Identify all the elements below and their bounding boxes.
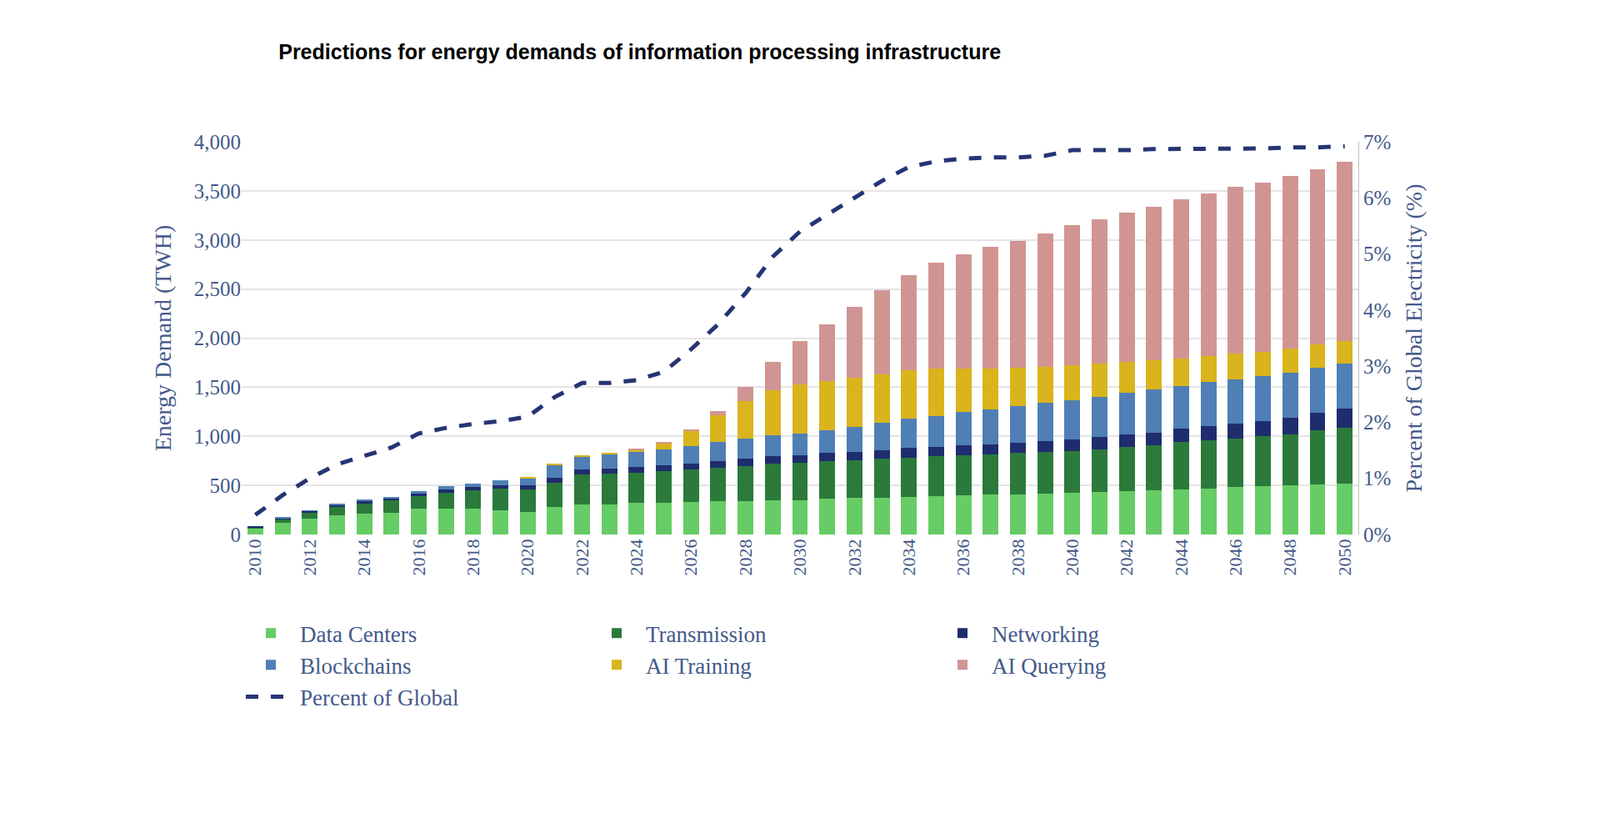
svg-text:0%: 0%	[1363, 523, 1391, 546]
svg-text:2026: 2026	[680, 538, 701, 575]
svg-text:2042: 2042	[1115, 538, 1137, 575]
svg-text:2016: 2016	[408, 538, 430, 575]
svg-text:2022: 2022	[571, 538, 593, 575]
svg-text:500: 500	[210, 474, 242, 497]
svg-text:Percent of Global: Percent of Global	[300, 685, 459, 710]
svg-text:2040: 2040	[1061, 538, 1083, 575]
svg-text:Blockchains: Blockchains	[300, 653, 411, 679]
svg-text:1%: 1%	[1363, 466, 1391, 490]
svg-text:2048: 2048	[1279, 538, 1300, 575]
svg-text:2046: 2046	[1225, 538, 1246, 575]
svg-text:Networking: Networking	[991, 621, 1100, 647]
svg-text:AI Querying: AI Querying	[991, 653, 1106, 679]
svg-text:2036: 2036	[952, 538, 974, 575]
svg-text:Percent of Global Electricity: Percent of Global Electricity (%)	[1400, 183, 1427, 492]
svg-text:AI Training: AI Training	[645, 653, 752, 679]
svg-text:Energy Demand (TWH): Energy Demand (TWH)	[150, 225, 176, 452]
svg-text:2,500: 2,500	[194, 277, 241, 300]
svg-text:1,500: 1,500	[194, 375, 241, 399]
svg-text:6%: 6%	[1363, 186, 1391, 210]
svg-text:7%: 7%	[1363, 130, 1391, 154]
svg-text:Data Centers: Data Centers	[300, 621, 417, 647]
svg-text:2012: 2012	[299, 538, 320, 575]
svg-text:0: 0	[230, 523, 242, 546]
svg-text:2028: 2028	[735, 538, 756, 575]
svg-text:4%: 4%	[1363, 299, 1391, 322]
svg-text:3,500: 3,500	[194, 180, 241, 203]
svg-text:1,000: 1,000	[194, 425, 241, 448]
svg-text:Predictions for energy demands: Predictions for energy demands of inform…	[278, 40, 1001, 64]
svg-text:2024: 2024	[625, 538, 647, 575]
svg-text:4,000: 4,000	[194, 130, 241, 154]
svg-text:3,000: 3,000	[194, 229, 241, 252]
svg-text:2030: 2030	[789, 538, 810, 575]
svg-text:2,000: 2,000	[194, 326, 241, 350]
svg-text:Transmission: Transmission	[645, 621, 767, 647]
svg-text:2044: 2044	[1170, 538, 1192, 575]
svg-text:2034: 2034	[898, 538, 920, 575]
svg-text:3%: 3%	[1363, 355, 1391, 378]
svg-text:2%: 2%	[1363, 410, 1391, 434]
svg-text:2020: 2020	[516, 538, 538, 575]
svg-text:2010: 2010	[244, 538, 265, 575]
svg-text:2038: 2038	[1007, 538, 1029, 575]
svg-text:2032: 2032	[844, 538, 865, 575]
svg-text:2050: 2050	[1334, 538, 1355, 575]
svg-text:2014: 2014	[353, 538, 375, 575]
svg-text:5%: 5%	[1363, 242, 1391, 265]
svg-text:2018: 2018	[462, 538, 484, 575]
